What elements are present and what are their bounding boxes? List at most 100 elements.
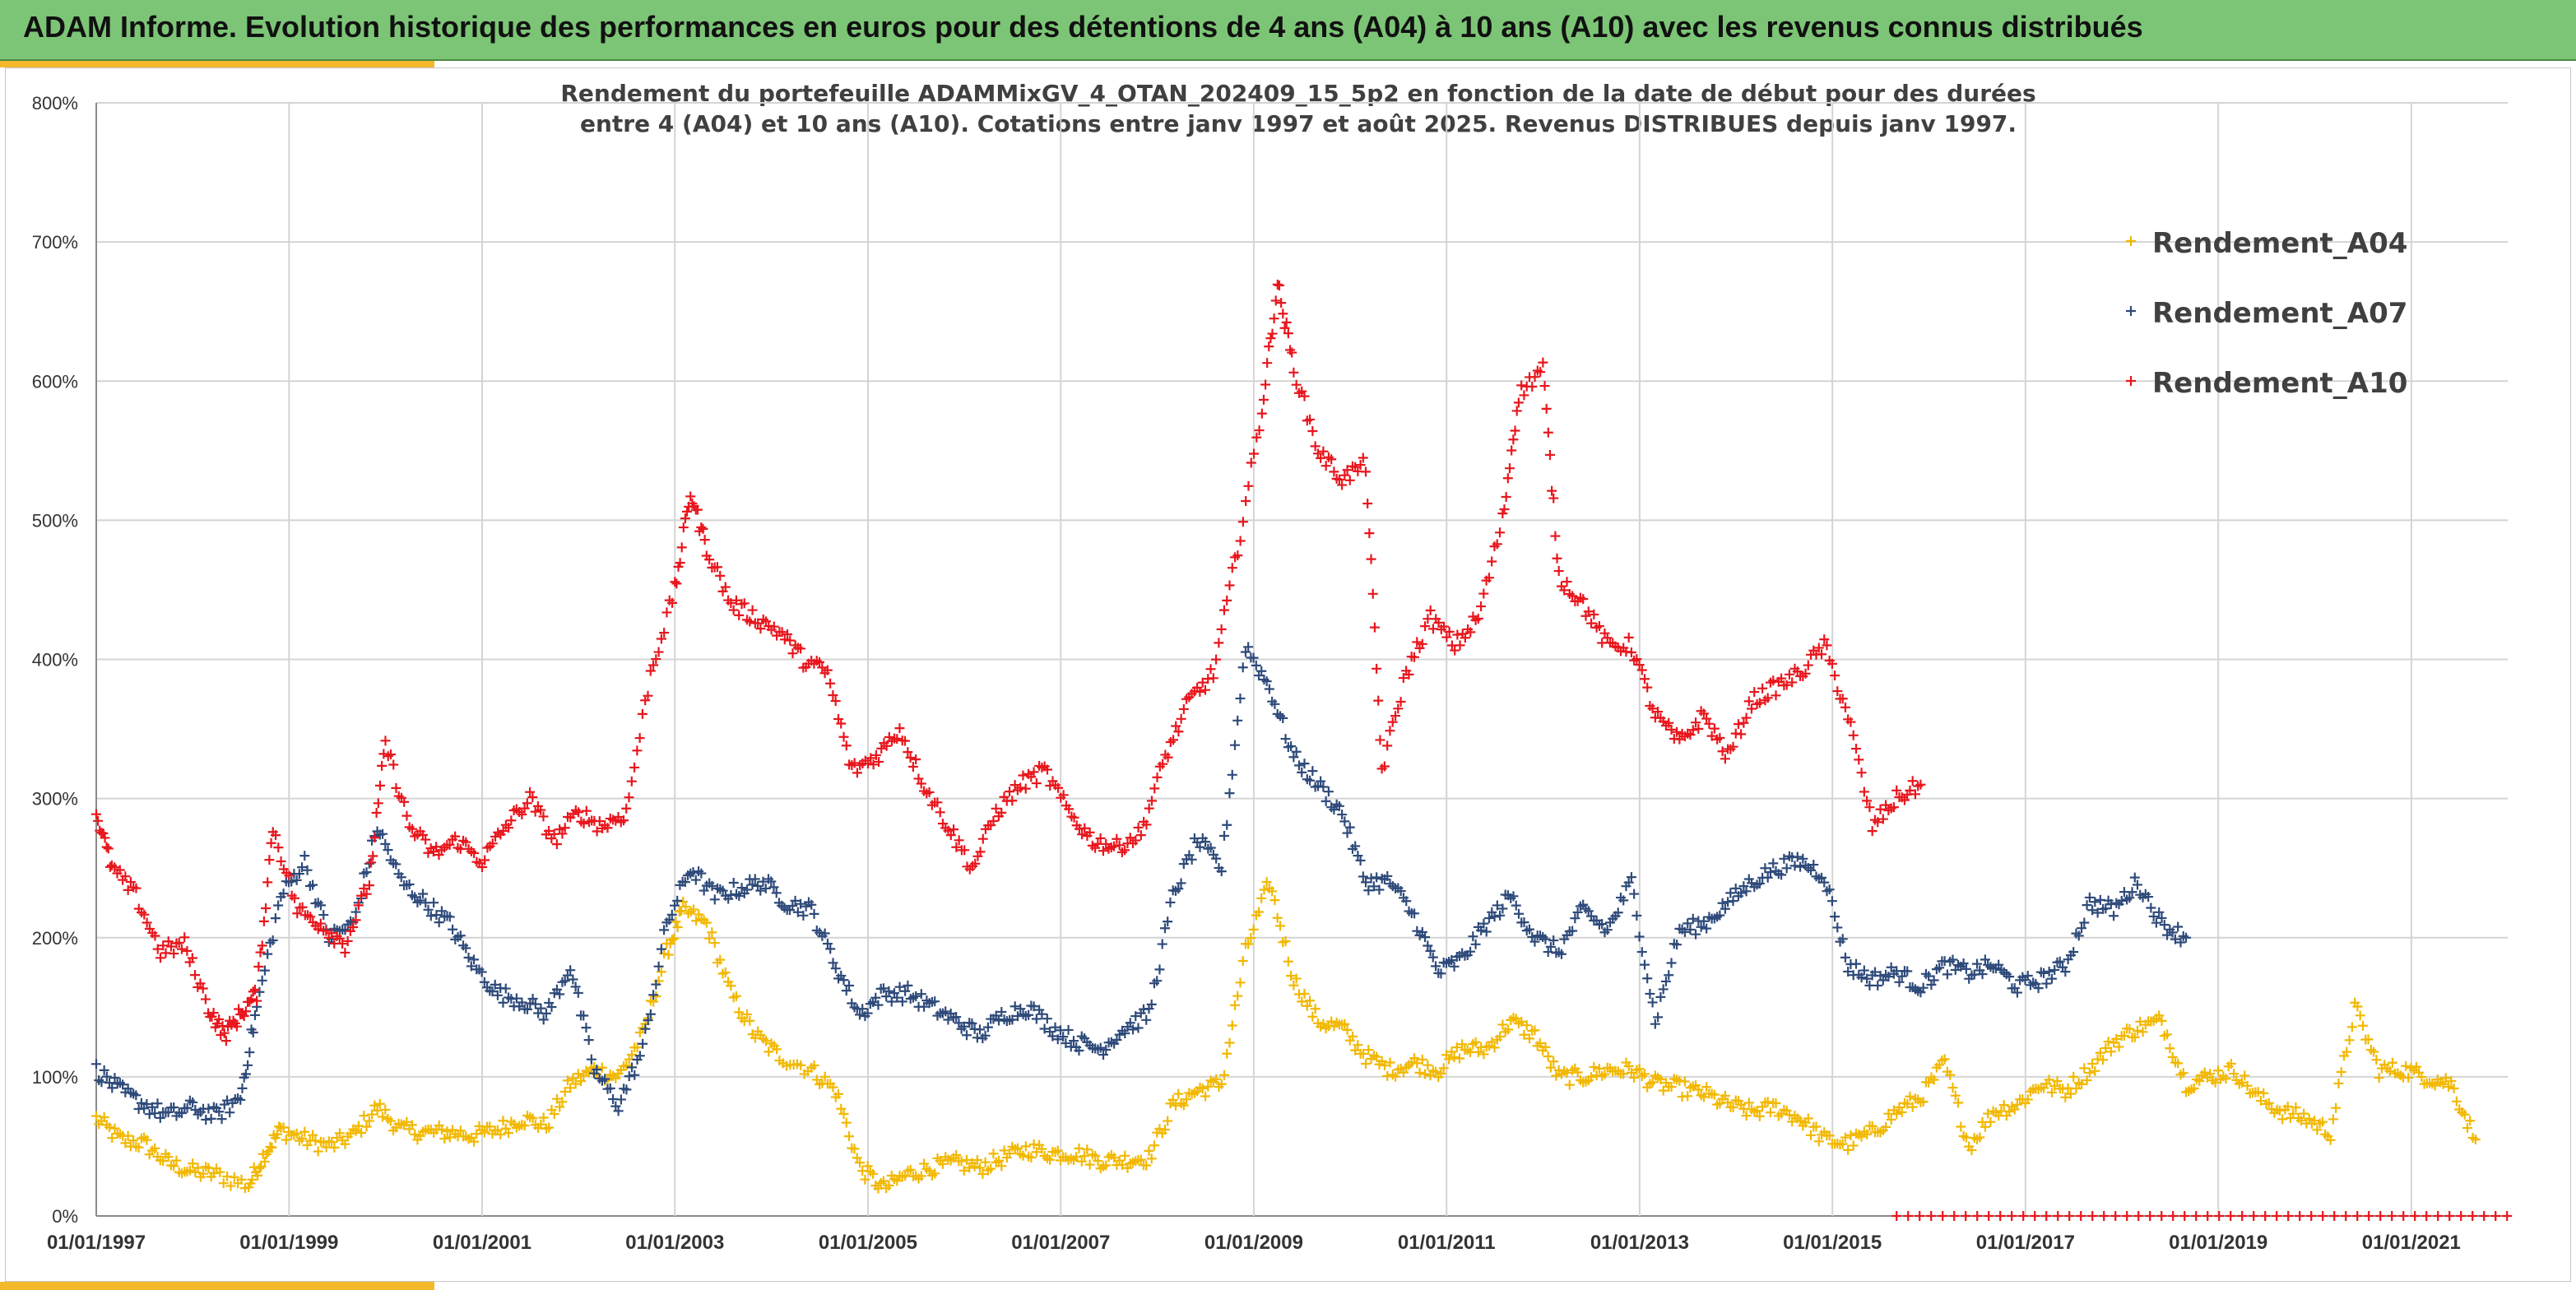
data-point	[2054, 956, 2065, 967]
data-point	[2312, 1125, 2323, 1135]
data-point	[368, 851, 378, 861]
data-point	[299, 1126, 310, 1137]
data-point	[2022, 970, 2033, 981]
data-point	[1165, 897, 1176, 907]
data-point	[1007, 796, 1018, 806]
data-point	[1274, 921, 1285, 931]
data-point	[1626, 872, 1636, 883]
data-point	[615, 1094, 626, 1105]
data-point	[884, 1180, 894, 1190]
data-point	[1672, 940, 1683, 950]
data-point	[1741, 886, 1752, 897]
data-point	[557, 1097, 568, 1107]
data-point	[1552, 553, 1562, 564]
data-point	[1830, 671, 1840, 681]
data-point	[1074, 1143, 1084, 1153]
data-point	[1538, 357, 1548, 368]
data-point	[1409, 908, 1420, 919]
data-point	[257, 940, 267, 951]
data-point	[91, 809, 101, 819]
data-point	[996, 1161, 1007, 1172]
data-point	[602, 823, 613, 833]
data-point	[1696, 921, 1706, 932]
data-point	[975, 1162, 986, 1173]
data-point	[1243, 642, 1254, 652]
data-point	[1045, 1154, 1056, 1165]
data-point	[982, 1022, 993, 1032]
data-point	[2046, 1087, 2057, 1097]
data-point	[1859, 787, 1869, 797]
data-point	[152, 1098, 163, 1109]
data-point	[2364, 1211, 2374, 1221]
data-point	[2401, 1060, 2411, 1071]
data-point	[495, 1130, 506, 1140]
data-point	[1862, 796, 1873, 806]
data-point	[1798, 853, 1808, 864]
data-point	[258, 916, 269, 926]
data-point	[1966, 1145, 1977, 1156]
data-point	[648, 990, 659, 1000]
data-point	[661, 607, 672, 618]
data-point	[131, 1090, 142, 1101]
data-point	[1229, 1000, 1240, 1010]
data-point	[371, 808, 382, 819]
data-point	[1283, 328, 1293, 339]
data-point	[1706, 731, 1717, 741]
data-point	[688, 904, 699, 915]
data-point	[2416, 1072, 2427, 1083]
data-point	[109, 1073, 120, 1084]
data-point	[1026, 1153, 1037, 1163]
data-point	[1877, 975, 1888, 986]
data-point	[2346, 1022, 2357, 1032]
data-point	[1685, 924, 1696, 935]
data-point	[954, 835, 964, 846]
data-point	[1077, 829, 1088, 840]
data-point	[1728, 896, 1738, 907]
data-point	[163, 936, 174, 947]
data-point	[1749, 687, 1760, 698]
data-point	[429, 898, 439, 908]
data-point	[1972, 958, 1983, 969]
data-point	[1286, 971, 1297, 981]
data-point	[822, 939, 833, 949]
data-point	[2077, 1079, 2087, 1089]
data-point	[1918, 982, 1929, 993]
data-point	[2082, 1075, 2092, 1086]
data-point	[1216, 624, 1227, 634]
data-point	[967, 1018, 977, 1028]
data-point	[991, 803, 1001, 814]
data-point	[107, 1133, 118, 1144]
data-point	[1631, 654, 1642, 665]
data-point	[1318, 446, 1329, 457]
data-point	[1487, 556, 1497, 567]
data-point	[1114, 840, 1125, 851]
data-point	[1862, 973, 1873, 984]
data-point	[2173, 1058, 2184, 1069]
data-point	[1259, 884, 1269, 895]
y-tick-label: 400%	[32, 650, 78, 671]
data-point	[1269, 313, 1279, 324]
data-point	[873, 1000, 884, 1010]
data-point	[305, 912, 316, 922]
data-point	[822, 665, 833, 675]
data-point	[1720, 1090, 1730, 1101]
data-point	[1246, 457, 1256, 468]
data-point	[1666, 1082, 1677, 1093]
data-point	[881, 991, 892, 1002]
data-point	[1390, 711, 1401, 722]
data-point	[1299, 988, 1310, 999]
series-rendement-a10	[1891, 1211, 2513, 1221]
data-point	[1007, 1014, 1018, 1025]
x-tick-label: 01/01/1997	[47, 1232, 146, 1254]
data-point	[1375, 735, 1385, 745]
data-point	[2384, 1066, 2395, 1076]
data-point	[1224, 1037, 1235, 1048]
data-point	[1135, 830, 1146, 841]
data-point	[93, 815, 104, 826]
data-point	[522, 1004, 533, 1014]
data-point	[819, 928, 830, 939]
data-point	[1084, 1159, 1095, 1170]
data-point	[1851, 958, 1861, 969]
data-point	[2064, 1211, 2075, 1221]
data-point	[1736, 729, 1747, 740]
